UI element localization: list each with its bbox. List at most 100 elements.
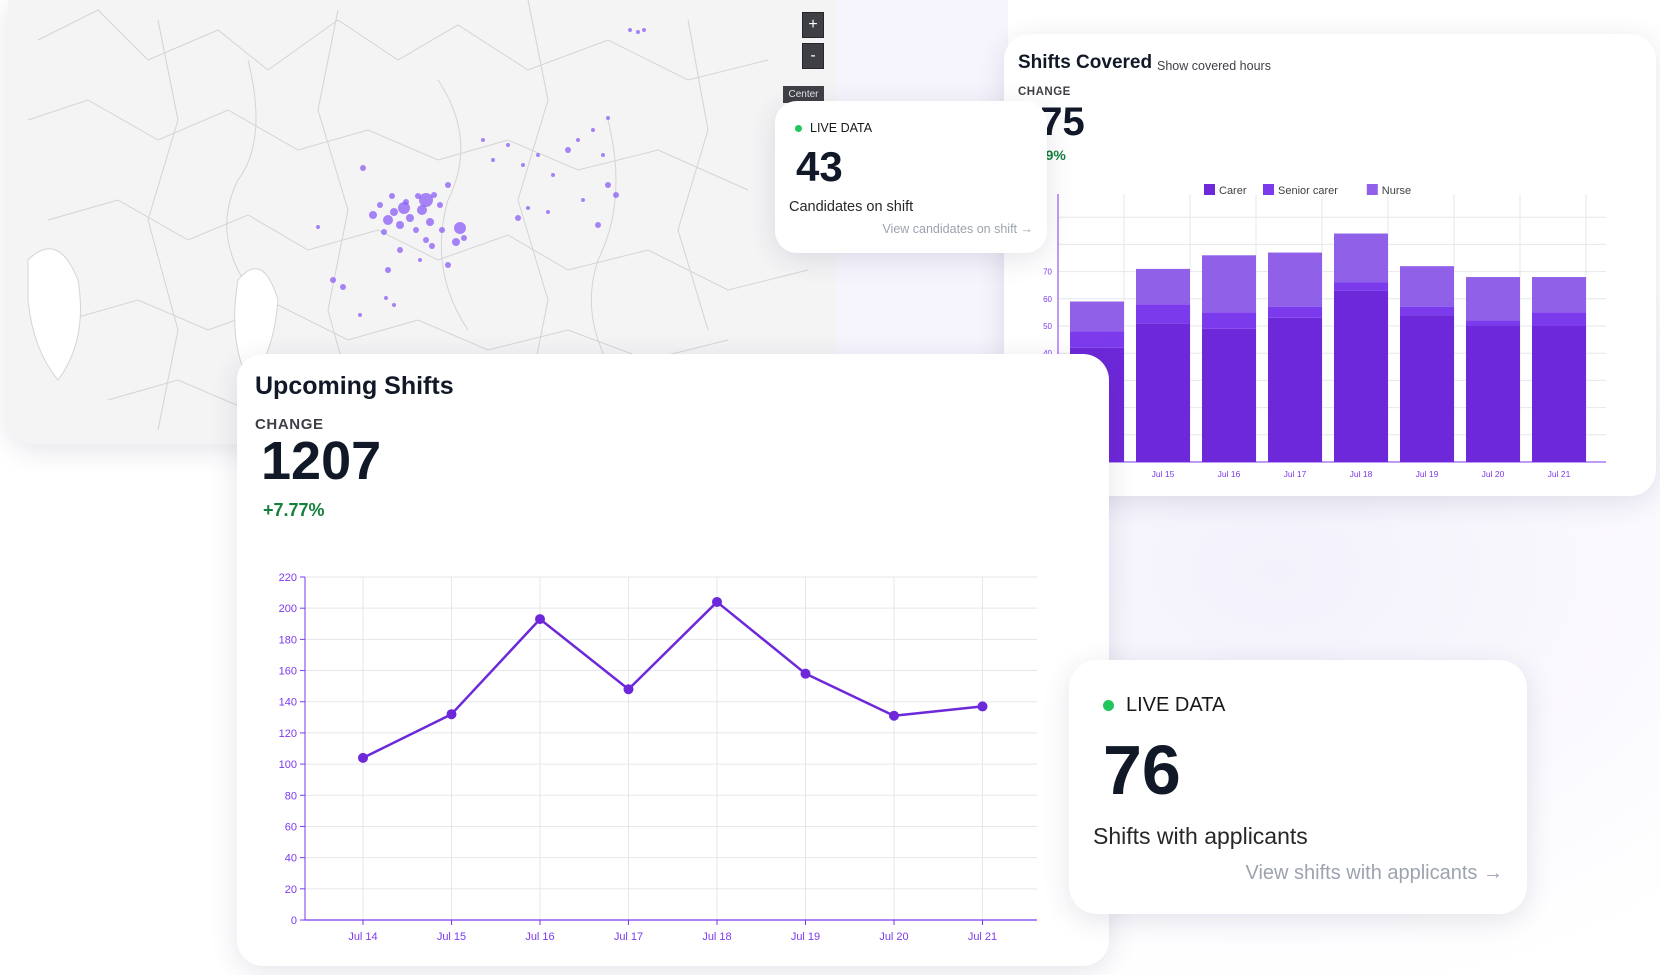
map-marker [360, 165, 366, 171]
map-marker [605, 182, 611, 188]
data-point [535, 614, 545, 625]
map-boundary [37, 9, 769, 81]
zoom-out-button[interactable]: - [802, 43, 824, 69]
map-marker [546, 210, 550, 214]
map-marker [340, 284, 346, 290]
map-marker [613, 192, 619, 198]
map-marker [439, 227, 445, 233]
map-boundary [67, 299, 729, 361]
map-marker [526, 206, 530, 210]
y-tick-label: 180 [279, 634, 297, 646]
map-marker [330, 277, 336, 283]
map-marker [316, 225, 320, 229]
data-point [623, 684, 634, 695]
map-marker [406, 214, 414, 222]
map-marker [413, 227, 419, 233]
map-marker [392, 303, 396, 307]
y-tick-label: 60 [285, 821, 297, 833]
bar-segment [1466, 320, 1520, 326]
map-marker [437, 202, 443, 208]
bar-segment [1202, 328, 1256, 462]
map-marker [565, 147, 571, 153]
bar-segment [1466, 277, 1520, 321]
x-tick-label: Jul 16 [1218, 469, 1241, 479]
bar-segment [1532, 312, 1586, 326]
map-water [27, 248, 81, 381]
y-tick-label: 70 [1043, 268, 1052, 277]
show-covered-hours-toggle[interactable]: Show covered hours [1157, 59, 1271, 73]
bar-segment [1532, 326, 1586, 462]
map-boundary [147, 19, 179, 431]
map-marker [595, 222, 601, 228]
change-label: CHANGE [255, 416, 324, 433]
map-marker [385, 267, 391, 273]
live-data-label: LIVE DATA [1126, 694, 1226, 716]
legend-label: Nurse [1382, 185, 1411, 197]
map-marker [515, 215, 521, 221]
map-boundary [590, 119, 619, 381]
candidates-on-shift-value: 43 [796, 143, 843, 190]
center-map-button[interactable]: Center [783, 86, 824, 103]
upcoming-shifts-value: 1207 [261, 431, 382, 491]
candidates-on-shift-card: LIVE DATA 43 Candidates on shift View ca… [775, 101, 1047, 253]
map-marker [445, 262, 451, 268]
y-tick-label: 200 [279, 603, 297, 615]
upcoming-shifts-card: Upcoming Shifts CHANGE 1207 +7.77% 0 20 40… [237, 354, 1109, 966]
map-marker [358, 313, 362, 317]
y-tick-label: 40 [285, 853, 297, 865]
map-marker [606, 116, 610, 120]
change-label: CHANGE [1018, 86, 1071, 98]
map-marker [581, 198, 585, 202]
live-data-badge: LIVE DATA [795, 121, 872, 135]
x-tick-label: Jul 15 [437, 931, 466, 943]
live-data-badge: LIVE DATA [1103, 694, 1225, 717]
map-marker [636, 30, 640, 34]
legend-swatch [1366, 184, 1378, 195]
legend-swatch [1204, 184, 1215, 195]
upcoming-shifts-delta: +7.77% [263, 500, 325, 520]
live-data-label: LIVE DATA [810, 121, 873, 135]
map-marker [389, 193, 395, 199]
data-point [446, 709, 457, 720]
shifts-covered-title: Shifts Covered [1018, 52, 1153, 73]
shifts-with-applicants-value: 76 [1103, 731, 1181, 809]
map-boundary [27, 99, 749, 191]
map-boundary [517, 0, 549, 401]
y-tick-label: 100 [279, 759, 297, 771]
map-marker [417, 205, 427, 215]
view-shifts-with-applicants-link[interactable]: View shifts with applicants → [1245, 862, 1503, 884]
y-tick-label: 50 [1043, 322, 1052, 331]
x-tick-label: Jul 20 [879, 931, 908, 943]
upcoming-shifts-chart: 0 20 40 60 80 100 120 140 160 180 200 220 Jul 14 Jul … [279, 572, 1037, 943]
data-point [889, 710, 899, 721]
legend-swatch [1263, 184, 1274, 195]
data-point [800, 668, 811, 679]
x-tick-label: Jul 19 [1416, 469, 1439, 479]
live-status-dot [795, 125, 802, 133]
map-marker [419, 193, 433, 207]
candidates-on-shift-caption: Candidates on shift [789, 199, 914, 215]
map-marker [461, 235, 467, 241]
x-tick-label: Jul 20 [1482, 469, 1505, 479]
bar-segment [1532, 277, 1586, 313]
map-marker [454, 222, 466, 234]
map-marker [642, 28, 646, 32]
bar-segment [1268, 252, 1322, 307]
map-boundary [226, 59, 259, 301]
map-marker [445, 182, 451, 188]
map-boundary [317, 9, 359, 421]
zoom-in-button[interactable]: + [802, 12, 824, 38]
y-tick-label: 80 [285, 790, 297, 802]
y-tick-label: 120 [279, 728, 297, 740]
map-boundary [437, 79, 469, 331]
legend-label: Carer [1219, 185, 1247, 197]
map-boundary [677, 19, 709, 331]
x-tick-label: Jul 18 [1350, 469, 1373, 479]
x-tick-label: Jul 15 [1152, 469, 1175, 479]
y-tick-label: 140 [279, 697, 297, 709]
view-candidates-link[interactable]: View candidates on shift → [882, 222, 1033, 236]
map-marker [521, 163, 525, 167]
y-tick-label: 60 [1043, 295, 1052, 304]
y-tick-label: 0 [291, 915, 297, 927]
map-marker [415, 193, 421, 199]
